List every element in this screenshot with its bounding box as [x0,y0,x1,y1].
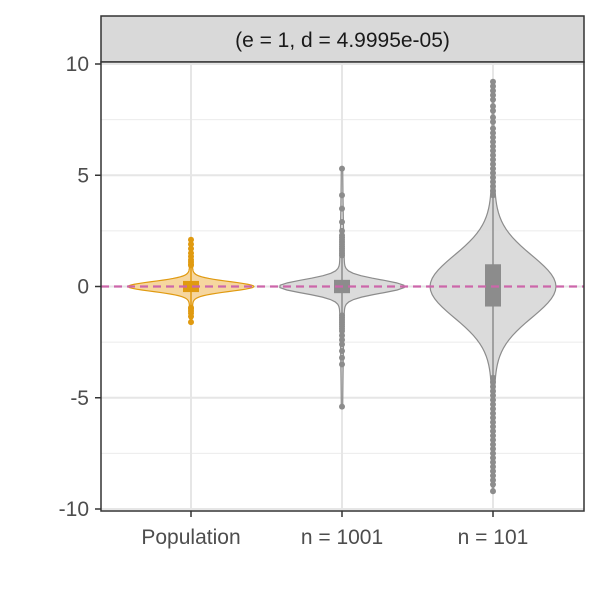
outlier-point [490,125,496,132]
outlier-point [490,134,496,141]
outlier-point [188,236,194,243]
outlier-point [339,328,345,334]
outlier-point [490,428,496,435]
outlier-point [490,178,496,185]
outlier-point [339,361,345,368]
outlier-point [339,341,345,348]
outlier-point [490,441,496,448]
outlier-point [490,383,496,390]
outlier-point [490,392,496,399]
outlier-point [490,165,496,172]
outlier-point [490,414,496,421]
outlier-point [490,432,496,439]
facet-strip-background [100,15,585,63]
outlier-point [490,468,496,475]
outlier-point [490,374,496,381]
outlier-point [490,96,496,103]
outlier-point [490,396,496,403]
outlier-point [490,477,496,484]
outlier-point [490,450,496,457]
outlier-point [490,183,496,190]
outlier-point [339,336,345,343]
facet-strip-label: (e = 1, d = 4.9995e-05) [235,29,450,52]
outlier-point [490,118,496,125]
outlier-point [490,459,496,466]
outlier-point [490,410,496,417]
outlier-point [339,403,345,410]
axes: -10 -5 0 5 10 Population n = 1001 n = 101 [59,53,529,549]
outlier-point [188,241,194,248]
y-tick-label: 5 [77,164,89,187]
outlier-points [188,78,496,495]
outlier-point [490,92,496,99]
outlier-point [490,472,496,479]
outlier-point [490,161,496,168]
outlier-point [339,332,345,339]
outlier-point [490,138,496,145]
outlier-point [490,147,496,154]
outlier-point [339,227,345,234]
outlier-point [490,488,496,495]
outlier-point [490,481,496,488]
outlier-point [490,388,496,395]
outlier-point [188,245,194,252]
box-2 [485,264,501,307]
outlier-point [490,78,496,85]
outlier-point [490,419,496,426]
outlier-point [339,252,345,259]
y-tick-label: -10 [59,498,89,521]
outlier-point [490,129,496,136]
outlier-point [490,152,496,159]
outlier-point [188,319,194,326]
outlier-point [490,87,496,94]
outlier-point [490,107,496,114]
outlier-point [339,165,345,172]
outlier-point [490,401,496,408]
outlier-point [339,192,345,199]
outlier-point [490,83,496,90]
facet-strip: (e = 1, d = 4.9995e-05) [100,15,585,63]
x-tick-label: Population [141,526,240,549]
outlier-point [339,205,345,212]
outlier-point [339,348,345,355]
outlier-point [490,103,496,110]
outlier-point [339,218,345,225]
outlier-point [490,187,496,194]
outlier-point [490,379,496,386]
y-tick-label: 0 [77,276,89,299]
outlier-point [188,313,194,320]
x-tick-label: n = 101 [458,526,529,549]
outlier-point [490,445,496,452]
outlier-point [490,170,496,177]
box-0 [183,280,199,293]
y-tick-label: 10 [66,53,89,76]
outlier-point [490,463,496,470]
y-tick-label: -5 [70,387,89,410]
outlier-point [490,437,496,444]
x-tick-label: n = 1001 [301,526,383,549]
outlier-point [490,454,496,461]
outlier-point [490,192,496,199]
outlier-point [339,354,345,361]
outlier-point [490,143,496,150]
outlier-point [490,114,496,121]
outlier-point [490,423,496,430]
outlier-point [490,156,496,163]
outlier-point [188,262,194,269]
outlier-point [490,174,496,181]
outlier-point [490,405,496,412]
